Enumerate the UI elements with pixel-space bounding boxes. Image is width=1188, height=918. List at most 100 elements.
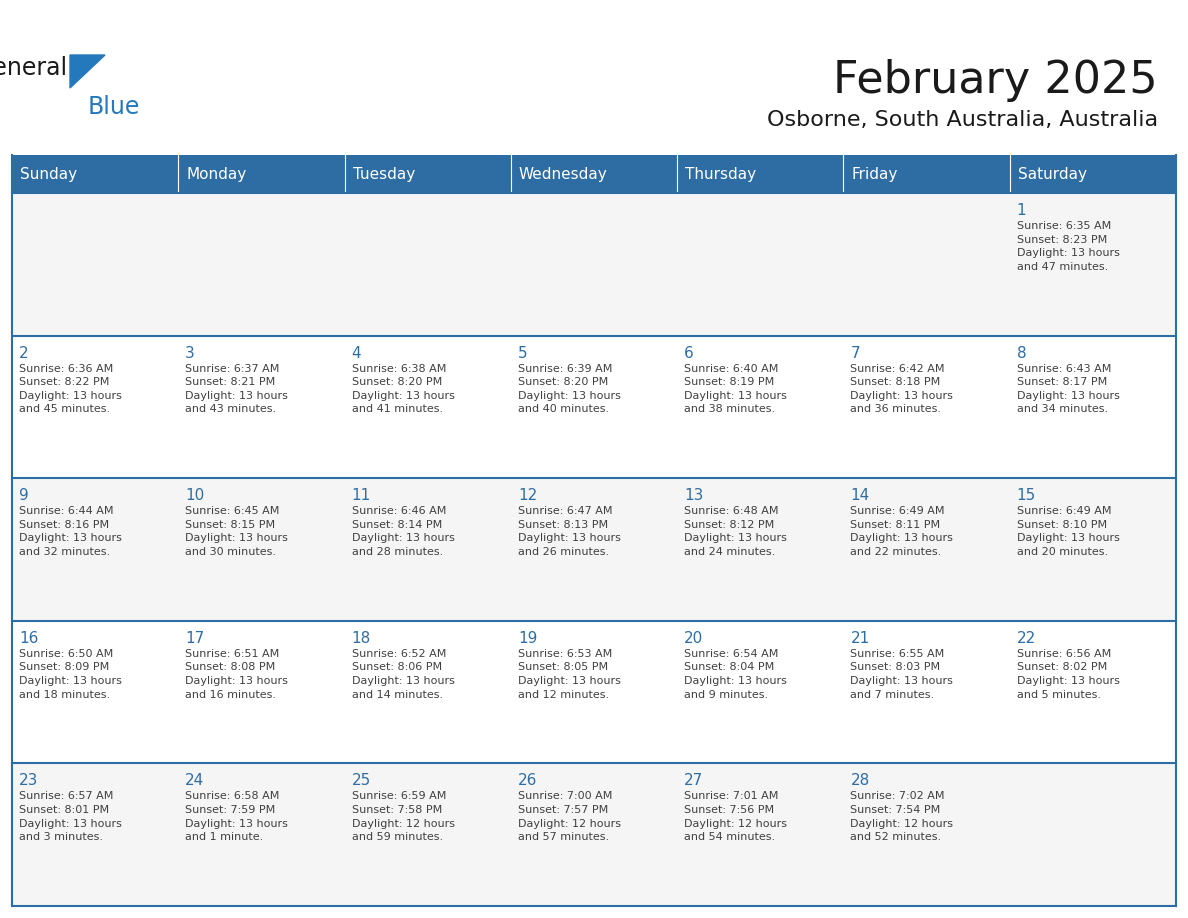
Text: 17: 17 xyxy=(185,631,204,645)
Bar xyxy=(345,764,511,906)
Bar xyxy=(511,621,677,764)
Text: Sunrise: 6:54 AM
Sunset: 8:04 PM
Daylight: 13 hours
and 9 minutes.: Sunrise: 6:54 AM Sunset: 8:04 PM Dayligh… xyxy=(684,649,786,700)
Text: Sunrise: 6:45 AM
Sunset: 8:15 PM
Daylight: 13 hours
and 30 minutes.: Sunrise: 6:45 AM Sunset: 8:15 PM Dayligh… xyxy=(185,506,289,557)
Bar xyxy=(12,336,178,478)
Text: 16: 16 xyxy=(19,631,38,645)
Text: 3: 3 xyxy=(185,345,195,361)
Text: Sunday: Sunday xyxy=(20,166,77,182)
Text: Sunrise: 6:40 AM
Sunset: 8:19 PM
Daylight: 13 hours
and 38 minutes.: Sunrise: 6:40 AM Sunset: 8:19 PM Dayligh… xyxy=(684,364,786,414)
Text: 5: 5 xyxy=(518,345,527,361)
Bar xyxy=(178,336,345,478)
Text: 14: 14 xyxy=(851,488,870,503)
Bar xyxy=(511,193,677,336)
Bar xyxy=(12,193,178,336)
Bar xyxy=(12,621,178,764)
Bar xyxy=(1010,764,1176,906)
Text: Sunrise: 6:49 AM
Sunset: 8:11 PM
Daylight: 13 hours
and 22 minutes.: Sunrise: 6:49 AM Sunset: 8:11 PM Dayligh… xyxy=(851,506,953,557)
Bar xyxy=(345,621,511,764)
Text: Sunrise: 6:56 AM
Sunset: 8:02 PM
Daylight: 13 hours
and 5 minutes.: Sunrise: 6:56 AM Sunset: 8:02 PM Dayligh… xyxy=(1017,649,1119,700)
Text: 26: 26 xyxy=(518,773,537,789)
Bar xyxy=(677,193,843,336)
Text: Sunrise: 6:46 AM
Sunset: 8:14 PM
Daylight: 13 hours
and 28 minutes.: Sunrise: 6:46 AM Sunset: 8:14 PM Dayligh… xyxy=(352,506,455,557)
Text: 21: 21 xyxy=(851,631,870,645)
Bar xyxy=(843,478,1010,621)
Text: 24: 24 xyxy=(185,773,204,789)
Text: 9: 9 xyxy=(19,488,29,503)
Text: Sunrise: 6:35 AM
Sunset: 8:23 PM
Daylight: 13 hours
and 47 minutes.: Sunrise: 6:35 AM Sunset: 8:23 PM Dayligh… xyxy=(1017,221,1119,272)
Text: 2: 2 xyxy=(19,345,29,361)
Text: 8: 8 xyxy=(1017,345,1026,361)
Bar xyxy=(677,336,843,478)
Text: 27: 27 xyxy=(684,773,703,789)
Bar xyxy=(178,193,345,336)
Bar xyxy=(511,478,677,621)
Bar xyxy=(677,764,843,906)
Bar xyxy=(345,193,511,336)
Text: 25: 25 xyxy=(352,773,371,789)
Text: Sunrise: 6:36 AM
Sunset: 8:22 PM
Daylight: 13 hours
and 45 minutes.: Sunrise: 6:36 AM Sunset: 8:22 PM Dayligh… xyxy=(19,364,122,414)
Bar xyxy=(12,478,178,621)
Text: 7: 7 xyxy=(851,345,860,361)
Text: Sunrise: 6:58 AM
Sunset: 7:59 PM
Daylight: 13 hours
and 1 minute.: Sunrise: 6:58 AM Sunset: 7:59 PM Dayligh… xyxy=(185,791,289,842)
Bar xyxy=(345,336,511,478)
Bar xyxy=(677,155,843,193)
Text: Sunrise: 6:37 AM
Sunset: 8:21 PM
Daylight: 13 hours
and 43 minutes.: Sunrise: 6:37 AM Sunset: 8:21 PM Dayligh… xyxy=(185,364,289,414)
Bar xyxy=(511,155,677,193)
Text: Sunrise: 6:53 AM
Sunset: 8:05 PM
Daylight: 13 hours
and 12 minutes.: Sunrise: 6:53 AM Sunset: 8:05 PM Dayligh… xyxy=(518,649,621,700)
Bar xyxy=(12,764,178,906)
Bar xyxy=(345,155,511,193)
Text: 19: 19 xyxy=(518,631,537,645)
Text: 10: 10 xyxy=(185,488,204,503)
Bar xyxy=(843,193,1010,336)
Text: 18: 18 xyxy=(352,631,371,645)
Text: 4: 4 xyxy=(352,345,361,361)
Text: Sunrise: 6:47 AM
Sunset: 8:13 PM
Daylight: 13 hours
and 26 minutes.: Sunrise: 6:47 AM Sunset: 8:13 PM Dayligh… xyxy=(518,506,621,557)
Bar xyxy=(178,155,345,193)
Text: Sunrise: 6:55 AM
Sunset: 8:03 PM
Daylight: 13 hours
and 7 minutes.: Sunrise: 6:55 AM Sunset: 8:03 PM Dayligh… xyxy=(851,649,953,700)
Text: General: General xyxy=(0,56,68,80)
Bar xyxy=(1010,193,1176,336)
Text: Sunrise: 6:51 AM
Sunset: 8:08 PM
Daylight: 13 hours
and 16 minutes.: Sunrise: 6:51 AM Sunset: 8:08 PM Dayligh… xyxy=(185,649,289,700)
Bar xyxy=(1010,621,1176,764)
Text: Sunrise: 6:42 AM
Sunset: 8:18 PM
Daylight: 13 hours
and 36 minutes.: Sunrise: 6:42 AM Sunset: 8:18 PM Dayligh… xyxy=(851,364,953,414)
Text: Sunrise: 6:57 AM
Sunset: 8:01 PM
Daylight: 13 hours
and 3 minutes.: Sunrise: 6:57 AM Sunset: 8:01 PM Dayligh… xyxy=(19,791,122,842)
Text: Saturday: Saturday xyxy=(1018,166,1087,182)
Text: Sunrise: 6:59 AM
Sunset: 7:58 PM
Daylight: 12 hours
and 59 minutes.: Sunrise: 6:59 AM Sunset: 7:58 PM Dayligh… xyxy=(352,791,455,842)
Text: 6: 6 xyxy=(684,345,694,361)
Text: Blue: Blue xyxy=(88,95,140,119)
Text: Sunrise: 6:48 AM
Sunset: 8:12 PM
Daylight: 13 hours
and 24 minutes.: Sunrise: 6:48 AM Sunset: 8:12 PM Dayligh… xyxy=(684,506,786,557)
Text: February 2025: February 2025 xyxy=(833,59,1158,102)
Text: Wednesday: Wednesday xyxy=(519,166,607,182)
Text: 12: 12 xyxy=(518,488,537,503)
Bar xyxy=(1010,155,1176,193)
Bar xyxy=(178,764,345,906)
Bar xyxy=(1010,478,1176,621)
Bar xyxy=(511,336,677,478)
Bar xyxy=(843,155,1010,193)
Text: Sunrise: 7:02 AM
Sunset: 7:54 PM
Daylight: 12 hours
and 52 minutes.: Sunrise: 7:02 AM Sunset: 7:54 PM Dayligh… xyxy=(851,791,954,842)
Text: 13: 13 xyxy=(684,488,703,503)
Text: 20: 20 xyxy=(684,631,703,645)
Text: Sunrise: 6:39 AM
Sunset: 8:20 PM
Daylight: 13 hours
and 40 minutes.: Sunrise: 6:39 AM Sunset: 8:20 PM Dayligh… xyxy=(518,364,621,414)
Text: 28: 28 xyxy=(851,773,870,789)
Text: 1: 1 xyxy=(1017,203,1026,218)
Text: Sunrise: 6:52 AM
Sunset: 8:06 PM
Daylight: 13 hours
and 14 minutes.: Sunrise: 6:52 AM Sunset: 8:06 PM Dayligh… xyxy=(352,649,455,700)
Text: Friday: Friday xyxy=(852,166,898,182)
Bar xyxy=(178,478,345,621)
Text: Sunrise: 6:49 AM
Sunset: 8:10 PM
Daylight: 13 hours
and 20 minutes.: Sunrise: 6:49 AM Sunset: 8:10 PM Dayligh… xyxy=(1017,506,1119,557)
Bar xyxy=(1010,336,1176,478)
Bar xyxy=(345,478,511,621)
Text: Thursday: Thursday xyxy=(685,166,757,182)
Text: 23: 23 xyxy=(19,773,38,789)
Bar xyxy=(843,764,1010,906)
Bar xyxy=(677,478,843,621)
Text: Sunrise: 6:44 AM
Sunset: 8:16 PM
Daylight: 13 hours
and 32 minutes.: Sunrise: 6:44 AM Sunset: 8:16 PM Dayligh… xyxy=(19,506,122,557)
Text: Osborne, South Australia, Australia: Osborne, South Australia, Australia xyxy=(767,110,1158,130)
Bar xyxy=(843,621,1010,764)
Bar xyxy=(843,336,1010,478)
Text: Sunrise: 7:00 AM
Sunset: 7:57 PM
Daylight: 12 hours
and 57 minutes.: Sunrise: 7:00 AM Sunset: 7:57 PM Dayligh… xyxy=(518,791,621,842)
Bar xyxy=(511,764,677,906)
Text: Sunrise: 6:38 AM
Sunset: 8:20 PM
Daylight: 13 hours
and 41 minutes.: Sunrise: 6:38 AM Sunset: 8:20 PM Dayligh… xyxy=(352,364,455,414)
Text: 15: 15 xyxy=(1017,488,1036,503)
Polygon shape xyxy=(70,55,105,88)
